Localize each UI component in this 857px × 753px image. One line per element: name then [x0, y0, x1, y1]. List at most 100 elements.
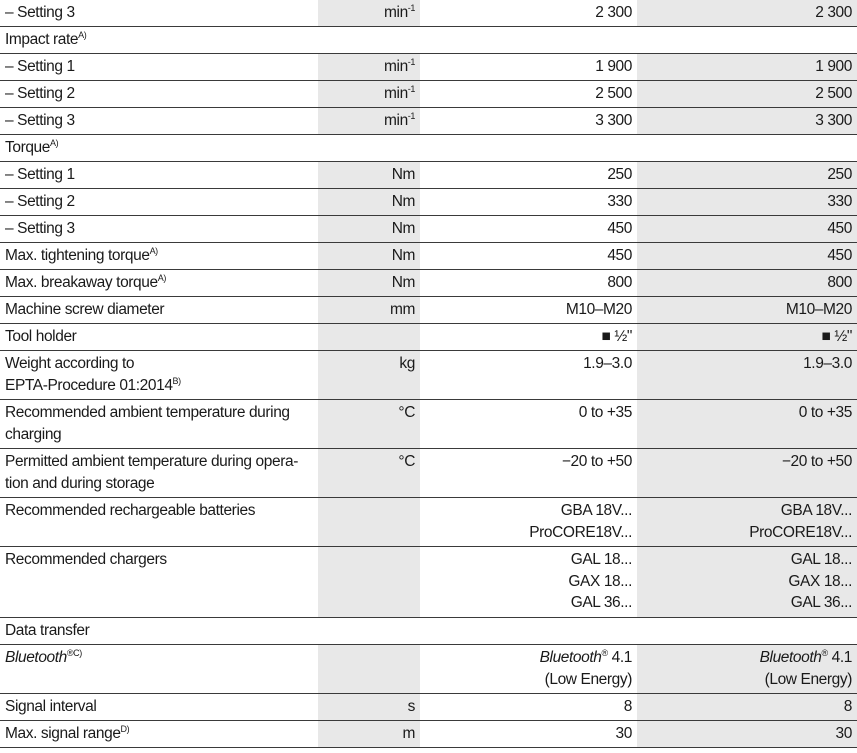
text: 1 900 [815, 58, 852, 75]
value: 0 to +35 [420, 400, 637, 448]
cell-line: 2 300 [642, 2, 852, 24]
text: 250 [607, 166, 632, 183]
text: °C [398, 404, 415, 421]
text: 450 [827, 220, 852, 237]
text: Nm [391, 274, 416, 291]
section-label: Impact rateA) [0, 27, 857, 53]
text: 1.9–3.0 [803, 355, 852, 372]
value: 2 500 [420, 81, 637, 107]
row-label: – Setting 1 [0, 54, 318, 80]
text: 30 [615, 725, 633, 742]
table-row: Max. signal rangeD) m 30 30 [0, 721, 857, 748]
cell-line: Weight according to [5, 353, 313, 375]
cell-line: – Setting 1 [5, 56, 313, 78]
cell-line: min-1 [323, 56, 415, 78]
cell-line: 2 500 [425, 83, 632, 105]
text: Max. tightening torque [5, 247, 150, 264]
text: Data transfer [5, 622, 90, 639]
row-label: Max. tightening torqueA) [0, 243, 318, 269]
table-row: – Setting 1 Nm 250 250 [0, 162, 857, 189]
text: Nm [391, 166, 416, 183]
text: – Setting 2 [5, 193, 75, 210]
text: tion and during storage [5, 474, 155, 492]
cell-line: GAL 36... [642, 592, 853, 614]
value: 450 [637, 216, 857, 242]
cell-line: 0 to +35 [642, 402, 853, 424]
cell-line: GBA 18V... [425, 500, 633, 522]
value: GBA 18V... ProCORE18V... [637, 498, 857, 546]
row-label: – Setting 2 [0, 81, 318, 107]
cell-line: 8 [642, 696, 853, 718]
superscript: ® [821, 648, 829, 658]
cell-line: 3 300 [425, 110, 632, 132]
unit: °C [318, 400, 420, 448]
cell-line: Recommended rechargeable batteries [5, 500, 313, 522]
cell-line: Bluetooth® 4.1 [642, 647, 853, 669]
text: 450 [607, 247, 632, 264]
cell-line: Bluetooth® 4.1 [425, 647, 633, 669]
text: ProCORE18V... [749, 523, 852, 541]
unit [318, 645, 420, 693]
cell-line: (Low Energy) [425, 669, 633, 691]
text: 3 300 [595, 112, 632, 129]
text: 1 900 [595, 58, 632, 75]
text: GAL 36... [570, 594, 633, 611]
cell-line: 3 300 [642, 110, 852, 132]
table-row: – Setting 2 Nm 330 330 [0, 189, 857, 216]
cell-line: 450 [642, 218, 852, 240]
table-row: Impact rateA) [0, 27, 857, 54]
text: (Low Energy) [764, 670, 853, 688]
unit: min-1 [318, 108, 420, 134]
cell-line: EPTA-Procedure 01:2014B) [5, 375, 313, 397]
cell-line: ■ ½" [425, 326, 633, 348]
superscript: ® [601, 648, 609, 658]
cell-line: Impact rateA) [5, 29, 852, 51]
value: Bluetooth® 4.1 (Low Energy) [637, 645, 857, 693]
table-row: Max. tightening torqueA) Nm 450 450 [0, 243, 857, 270]
text: 2 500 [595, 85, 632, 102]
text: Permitted ambient temperature during ope… [5, 453, 298, 470]
unit: min-1 [318, 54, 420, 80]
cell-line: ■ ½" [642, 326, 853, 348]
value: 450 [420, 216, 637, 242]
text: min [384, 112, 408, 129]
text: 800 [827, 274, 852, 291]
text: 450 [607, 220, 632, 237]
text: GBA 18V... [780, 502, 853, 519]
cell-line: 250 [425, 164, 632, 186]
row-label: Machine screw diameter [0, 297, 318, 323]
cell-line: 450 [425, 245, 632, 267]
cell-line: −20 to +50 [425, 451, 633, 473]
text: M10–M20 [565, 301, 633, 318]
table-row: – Setting 3 min-1 3 300 3 300 [0, 108, 857, 135]
text: 0 to +35 [578, 404, 633, 421]
cell-line: 800 [642, 272, 852, 294]
cell-line: (Low Energy) [642, 669, 853, 691]
text: Machine screw diameter [5, 301, 165, 318]
text: min [384, 58, 408, 75]
value: −20 to +50 [637, 449, 857, 497]
cell-line: Bluetooth®C) [5, 647, 313, 669]
superscript: -1 [407, 84, 416, 94]
table-row: Recommended ambient temperature during ch… [0, 400, 857, 449]
text: 1.9–3.0 [583, 355, 632, 372]
table-row: Bluetooth®C) Bluetooth® 4.1 (Low Energy) Bl… [0, 645, 857, 694]
cell-line: Permitted ambient temperature during ope… [5, 451, 313, 473]
row-label: – Setting 3 [0, 108, 318, 134]
cell-line: 1 900 [425, 56, 632, 78]
value: 2 300 [637, 0, 857, 26]
superscript: A) [157, 273, 167, 283]
row-label: – Setting 3 [0, 0, 318, 26]
value: M10–M20 [637, 297, 857, 323]
cell-line: 2 500 [642, 83, 852, 105]
row-label: Max. signal rangeD) [0, 721, 318, 747]
text: 8 [843, 698, 853, 715]
text: ■ ½" [821, 328, 853, 345]
unit: Nm [318, 270, 420, 296]
cell-line: GAX 18... [425, 571, 632, 593]
cell-line: GAX 18... [642, 571, 852, 593]
superscript: B) [172, 375, 182, 386]
cell-line: – Setting 3 [5, 2, 313, 24]
unit: Nm [318, 189, 420, 215]
